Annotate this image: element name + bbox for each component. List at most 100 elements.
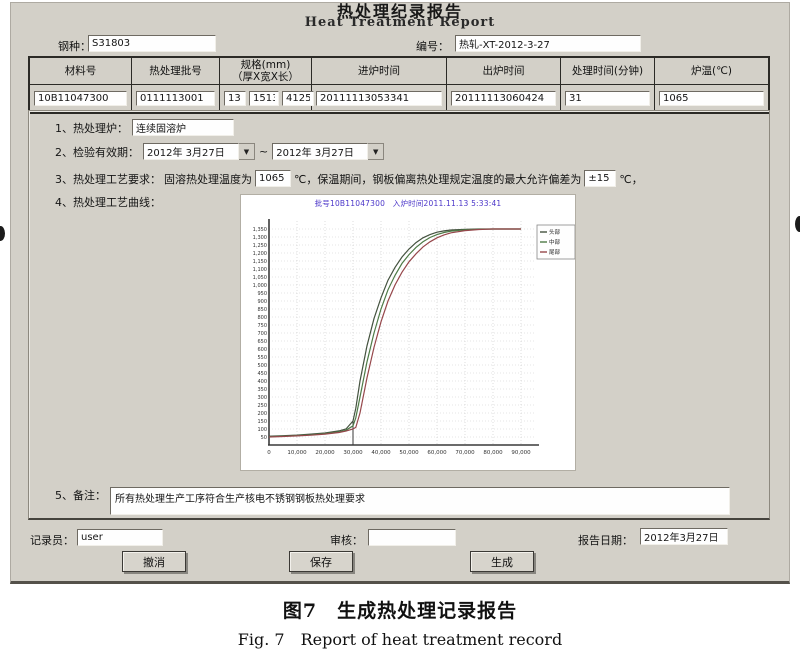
svg-text:1,150: 1,150 <box>253 259 267 265</box>
svg-text:30,000: 30,000 <box>343 450 363 456</box>
svg-text:200: 200 <box>257 411 267 417</box>
svg-text:150: 150 <box>257 419 267 425</box>
svg-text:1,300: 1,300 <box>253 235 267 241</box>
svg-text:40,000: 40,000 <box>371 450 391 456</box>
svg-text:850: 850 <box>257 307 267 313</box>
reviewer-input[interactable] <box>368 529 456 546</box>
report-date-label: 报告日期： <box>578 534 633 547</box>
requirement-text-1: 固溶热处理温度为 <box>164 172 252 186</box>
heat-curve-chart: 批号10B11047300 入炉时间2011.11.13 5:33:41 0 10… <box>240 194 576 471</box>
svg-text:50,000: 50,000 <box>399 450 419 456</box>
table-row <box>447 85 561 112</box>
recorder-label: 记录员： <box>30 534 74 547</box>
thickness-input[interactable] <box>224 91 246 106</box>
length-input[interactable] <box>282 91 314 106</box>
date-to-combo[interactable]: 2012年 3月27日 ▼ <box>272 143 385 160</box>
heat-treatment-table: 材料号 热处理批号 规格(mm) （厚X宽X长） 进炉时间 出炉时间 处理时间(… <box>28 56 770 114</box>
svg-text:950: 950 <box>257 291 267 297</box>
report-date-input[interactable] <box>640 528 728 545</box>
col-in-time: 进炉时间 <box>312 58 447 85</box>
svg-text:350: 350 <box>257 387 267 393</box>
report-no-label: 编号： <box>416 40 449 53</box>
col-duration: 处理时间(分钟) <box>561 58 655 85</box>
process-curve-label: 4、热处理工艺曲线： <box>55 196 161 209</box>
svg-text:450: 450 <box>257 371 267 377</box>
table-row <box>132 85 220 112</box>
svg-text:尾部: 尾部 <box>549 248 561 256</box>
table-row <box>655 85 768 112</box>
svg-text:800: 800 <box>257 315 267 321</box>
svg-text:70,000: 70,000 <box>455 450 475 456</box>
svg-text:90,000: 90,000 <box>511 450 531 456</box>
chevron-down-icon[interactable]: ▼ <box>368 143 385 160</box>
validity-period-label: 2、检验有效期： <box>55 145 139 159</box>
date-range-separator: ~ <box>259 145 269 158</box>
width-input[interactable] <box>249 91 279 106</box>
scan-artifact-left <box>0 226 5 241</box>
svg-text:600: 600 <box>257 347 267 353</box>
svg-text:500: 500 <box>257 363 267 369</box>
svg-text:1,250: 1,250 <box>253 243 267 249</box>
report-no-input[interactable] <box>455 35 641 52</box>
table-row <box>561 85 655 112</box>
batch-no-input[interactable] <box>136 91 215 106</box>
svg-text:1,000: 1,000 <box>253 283 267 289</box>
date-to-value: 2012年 3月27日 <box>272 143 369 160</box>
recorder-input[interactable] <box>77 529 163 546</box>
series-尾部 <box>268 228 521 438</box>
table-row <box>312 85 447 112</box>
undo-button[interactable]: 撤消 <box>122 551 186 572</box>
date-from-combo[interactable]: 2012年 3月27日 ▼ <box>143 143 255 160</box>
col-furnace-temp: 炉温(℃) <box>655 58 768 85</box>
svg-text:头部: 头部 <box>549 228 561 236</box>
steel-grade-input[interactable] <box>88 35 216 52</box>
svg-text:80,000: 80,000 <box>483 450 503 456</box>
chart-title: 批号10B11047300 入炉时间2011.11.13 5:33:41 <box>314 198 502 208</box>
svg-text:1,050: 1,050 <box>253 275 267 281</box>
furnace-type-input[interactable] <box>132 119 234 136</box>
svg-text:550: 550 <box>257 355 267 361</box>
col-batch-no: 热处理批号 <box>132 58 220 85</box>
requirement-text-2: ℃，保温期间，钢板偏离热处理规定温度的最大允许偏差为 <box>294 172 582 186</box>
figure-caption-cn: 图7 生成热处理记录报告 <box>282 600 518 622</box>
chevron-down-icon[interactable]: ▼ <box>239 143 255 160</box>
furnace-temp-input[interactable] <box>659 91 764 106</box>
svg-text:20,000: 20,000 <box>315 450 335 456</box>
tolerance-input[interactable] <box>584 170 617 187</box>
col-out-time: 出炉时间 <box>447 58 561 85</box>
table-row <box>30 85 132 112</box>
remarks-field[interactable]: 所有热处理生产工序符合生产核电不锈钢钢板热处理要求 <box>110 487 730 515</box>
remarks-label: 5、备注： <box>55 489 106 502</box>
material-no-input[interactable] <box>34 91 127 106</box>
svg-text:0: 0 <box>267 450 271 456</box>
process-requirement-label: 3、热处理工艺要求： <box>55 172 161 186</box>
svg-text:400: 400 <box>257 379 267 385</box>
figure-caption-en: Fig. 7 Report of heat treatment record <box>237 630 563 649</box>
svg-text:650: 650 <box>257 339 267 345</box>
table-row <box>220 85 314 112</box>
col-spec: 规格(mm) （厚X宽X长） <box>220 58 312 85</box>
svg-text:1,350: 1,350 <box>253 227 267 233</box>
series-头部 <box>268 228 521 437</box>
col-material-no: 材料号 <box>30 58 132 85</box>
svg-text:1,200: 1,200 <box>253 251 267 257</box>
reviewer-label: 审核： <box>330 534 363 547</box>
svg-text:900: 900 <box>257 299 267 305</box>
svg-text:250: 250 <box>257 403 267 409</box>
form-groupbox <box>28 110 770 520</box>
report-title-english: Heat Treatment Report <box>304 15 496 30</box>
save-button[interactable]: 保存 <box>289 551 353 572</box>
solution-temp-input[interactable] <box>255 170 291 187</box>
svg-text:1,100: 1,100 <box>253 267 267 273</box>
svg-text:10,000: 10,000 <box>287 450 307 456</box>
svg-text:750: 750 <box>257 323 267 329</box>
out-time-input[interactable] <box>451 91 556 106</box>
duration-input[interactable] <box>565 91 650 106</box>
generate-button[interactable]: 生成 <box>470 551 534 572</box>
svg-text:700: 700 <box>257 331 267 337</box>
in-time-input[interactable] <box>316 91 442 106</box>
svg-text:中部: 中部 <box>549 238 561 246</box>
steel-grade-label: 钢种： <box>58 40 91 53</box>
svg-text:300: 300 <box>257 395 267 401</box>
